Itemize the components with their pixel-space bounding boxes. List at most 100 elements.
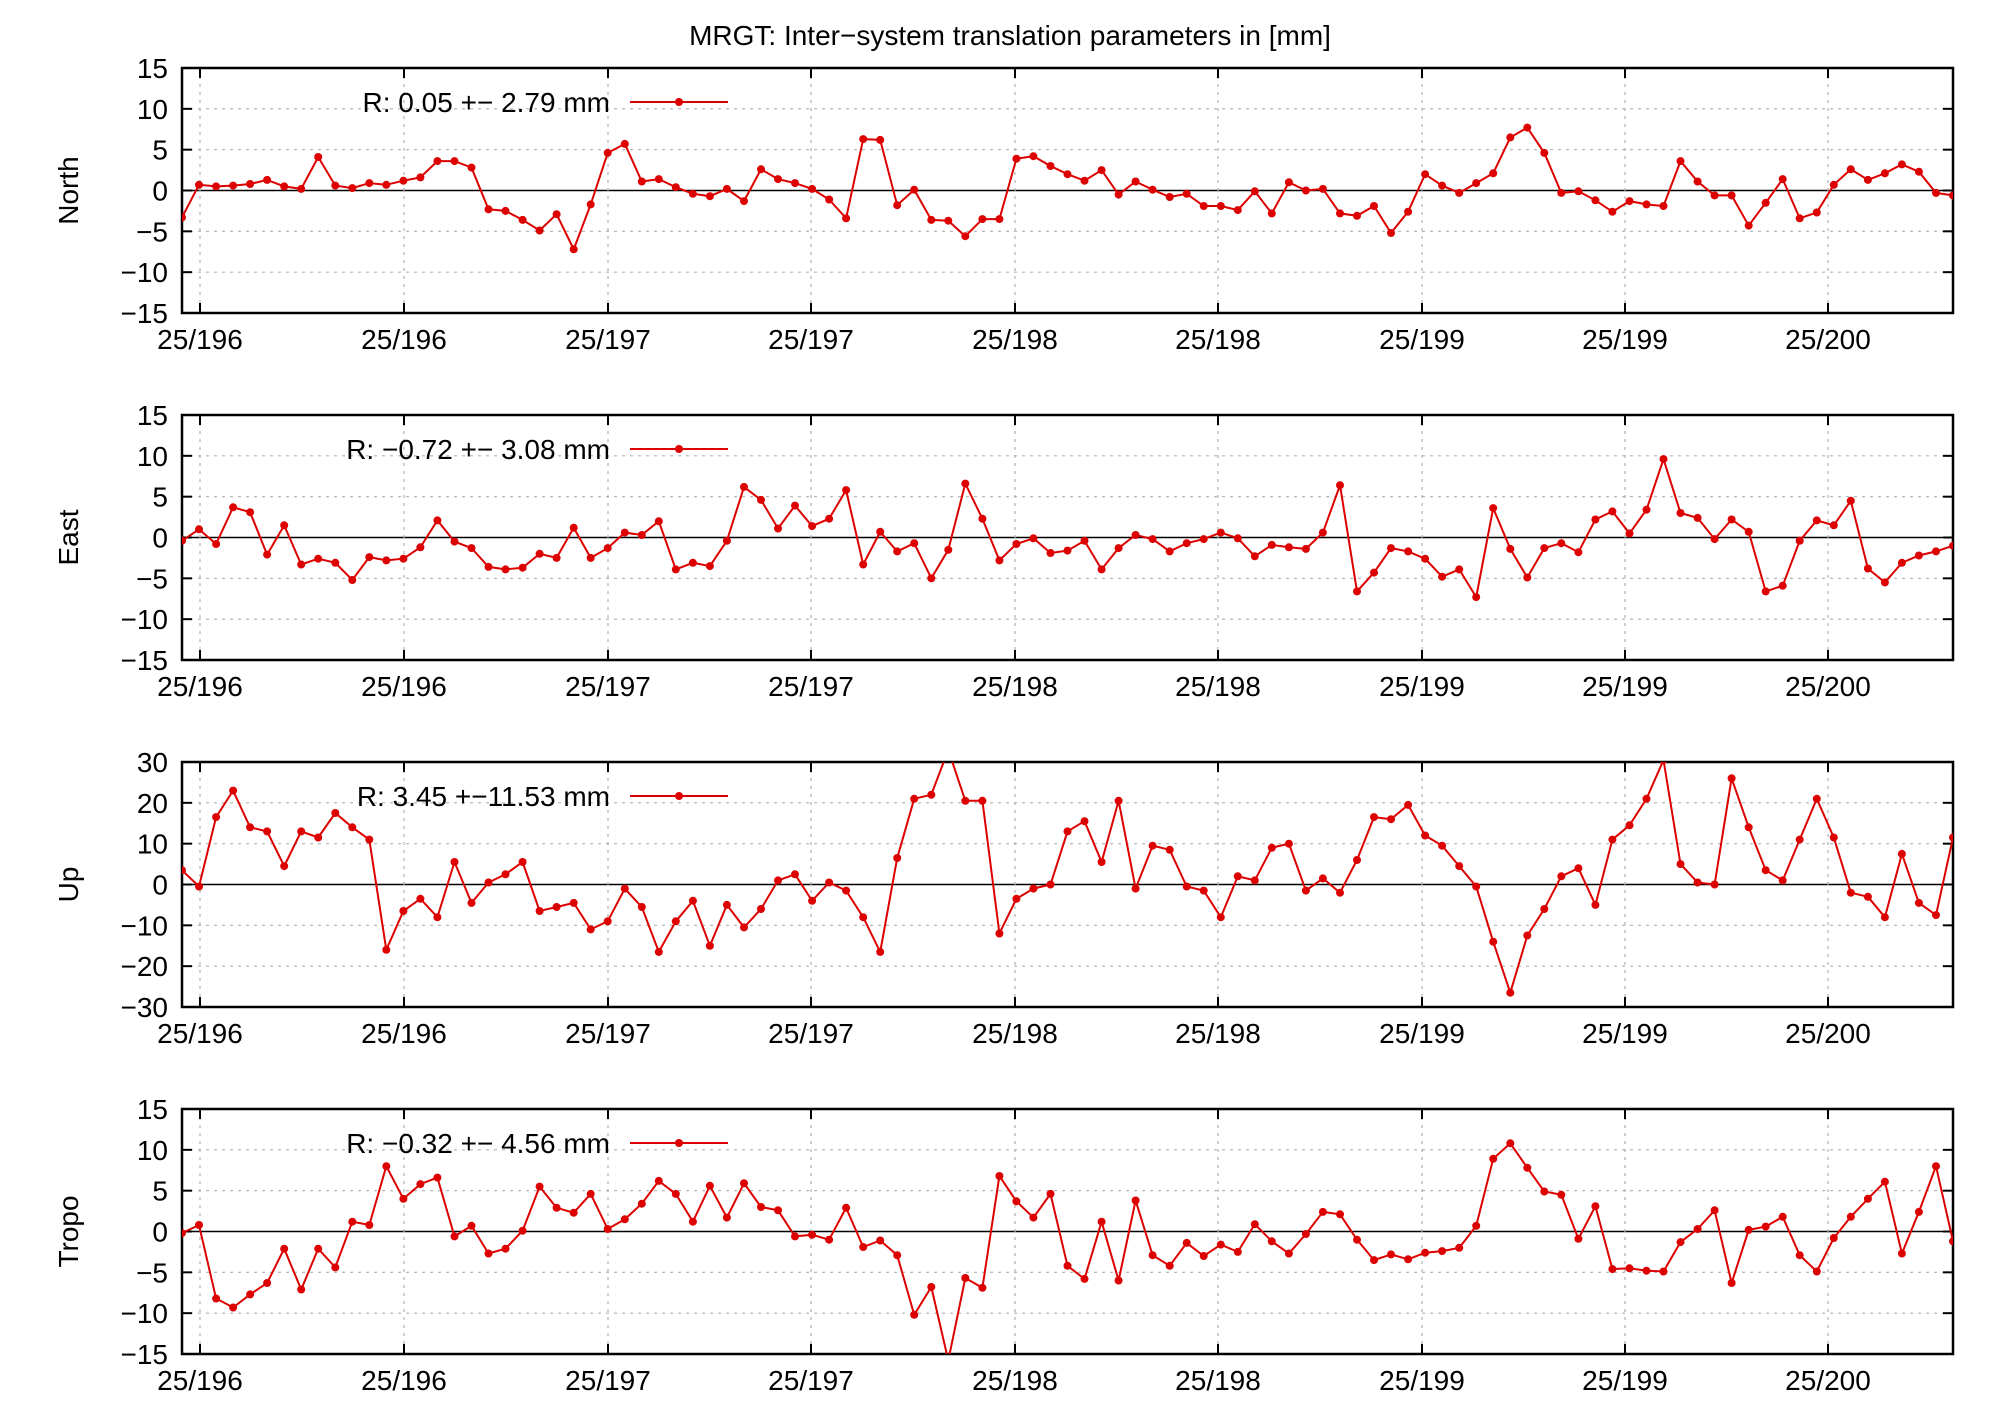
data-point [1131,177,1140,186]
y-tick-label: −5 [136,563,168,594]
data-point [1472,179,1481,188]
data-point [1812,516,1821,525]
data-point [297,1285,306,1294]
y-axis-label: Tropo [53,1195,84,1267]
data-point [620,528,629,537]
data-point [1506,1139,1515,1148]
data-point [1353,587,1361,596]
data-point [348,1217,357,1226]
data-point [671,917,680,926]
data-point [1710,880,1719,889]
data-point [722,1213,731,1222]
y-tick-label: −10 [121,604,169,635]
data-point [1318,528,1327,537]
data-point [1353,211,1361,220]
data-point [774,524,782,533]
series-line [182,455,1953,600]
data-point [1216,528,1225,537]
data-point [722,900,731,909]
data-point [637,1199,646,1208]
data-point [1046,880,1055,889]
data-point [722,184,731,193]
data-point [212,1294,221,1303]
data-point [382,180,391,189]
data-point [1795,214,1804,223]
y-axis-label: North [53,156,84,224]
data-point [825,1235,834,1244]
data-point [1659,455,1668,464]
data-point [1387,815,1395,824]
y-tick-label: 15 [137,400,168,431]
data-point [1727,191,1736,200]
data-point [1370,202,1378,210]
series-line [182,1141,1953,1354]
x-tick-label: 25/197 [565,1365,651,1396]
data-point [791,179,799,188]
data-point [1472,593,1481,602]
y-tick-label: 0 [152,523,168,554]
data-point [944,746,952,754]
data-point [1557,539,1566,548]
data-point [1557,188,1566,197]
x-tick-label: 25/199 [1582,324,1668,355]
data-point [842,1203,851,1212]
data-point [552,903,561,911]
data-point [382,1162,391,1171]
data-point [808,1230,817,1239]
data-point [1591,1202,1600,1211]
data-point [1165,193,1174,201]
legend-label: R: −0.72 +− 3.08 mm [346,434,610,465]
data-point [791,1232,799,1241]
data-point [229,786,238,795]
data-point [893,201,902,210]
data-point [1932,1162,1940,1171]
data-point [1557,1190,1566,1199]
y-tick-label: 20 [137,788,168,819]
data-point [1506,988,1515,997]
data-point [1097,858,1106,866]
data-point [1029,152,1038,161]
data-point [399,907,408,915]
data-point [1710,191,1719,200]
data-point [1284,178,1293,187]
data-point [1693,513,1702,522]
x-tick-label: 25/198 [1175,671,1261,702]
data-point [1012,1197,1021,1206]
x-tick-label: 25/198 [1175,324,1261,355]
data-point [1438,841,1447,850]
data-point [1540,905,1549,913]
data-point [1404,1255,1413,1264]
data-point [1642,505,1651,514]
data-point [331,1263,340,1272]
data-point [757,165,765,174]
data-point [1591,196,1600,205]
x-tick-label: 25/200 [1785,324,1871,355]
data-point [1642,200,1651,209]
data-point [365,1221,374,1229]
data-point [1676,860,1685,869]
data-point [774,1206,782,1215]
legend-label: R: −0.32 +− 4.56 mm [346,1128,610,1159]
data-point [808,522,817,531]
legend-marker [675,792,683,800]
data-point [1404,547,1413,556]
legend-marker [675,1139,683,1147]
data-point [182,866,186,875]
data-point [757,495,765,504]
data-point [1182,882,1191,891]
data-point [1778,175,1787,184]
data-point [1863,175,1872,184]
x-tick-label: 25/198 [972,324,1058,355]
data-point [1182,189,1191,198]
data-point [740,1179,748,1188]
data-point [1761,1222,1770,1231]
data-point [740,482,748,491]
data-point [1795,835,1804,844]
data-point [757,905,765,913]
data-point [1404,207,1413,216]
data-point [1863,564,1872,573]
data-point [1148,535,1157,544]
data-point [280,1244,289,1253]
data-point [654,517,663,526]
data-point [1455,1243,1464,1252]
